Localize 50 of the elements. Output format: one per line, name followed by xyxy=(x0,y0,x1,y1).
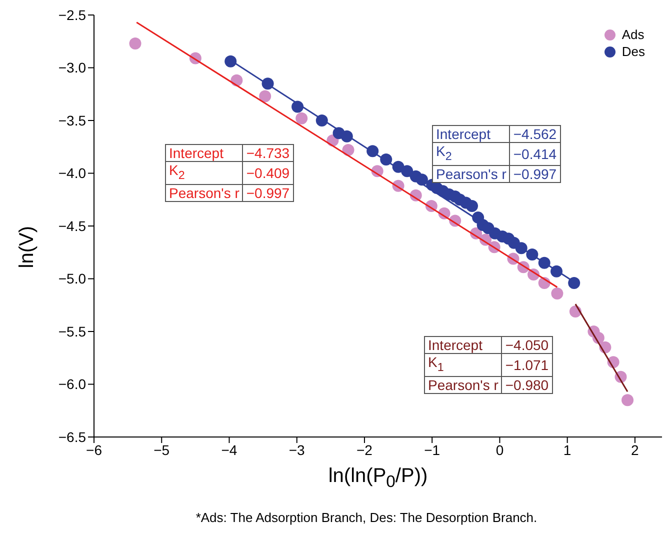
y-tick-label: −5.0 xyxy=(58,270,86,287)
annotation: −4.050 xyxy=(502,336,552,354)
x-tick-label: 2 xyxy=(631,442,640,458)
annotation: Intercept xyxy=(424,336,502,354)
x-tick-label: −6 xyxy=(86,442,102,458)
y-tick-label: −4.5 xyxy=(58,218,86,234)
point xyxy=(129,37,142,50)
point xyxy=(342,144,354,156)
annotation: −4.562 xyxy=(510,126,560,142)
point xyxy=(551,288,564,300)
point xyxy=(296,112,308,124)
y-tick-label: −6.5 xyxy=(58,428,86,445)
y-tick-label: −4.0 xyxy=(58,165,86,182)
x-tick-label: 0 xyxy=(496,442,504,458)
legend-label: Des xyxy=(622,44,645,59)
annotation: Pearson's r xyxy=(432,165,510,182)
y-axis-title: ln(V) xyxy=(16,226,38,268)
x-tick-label: −1 xyxy=(424,442,440,458)
x-tick-label: 1 xyxy=(563,442,572,458)
x-axis-title: ln(ln(P$_{0}$/P)) xyxy=(327,465,429,492)
annotation: −0.997 xyxy=(242,184,294,202)
point xyxy=(259,90,272,102)
x-tick-label: −5 xyxy=(154,442,170,458)
point xyxy=(568,276,580,289)
annotation: K$_{2}$ xyxy=(166,162,243,184)
annotation: K$_{1}$ xyxy=(424,354,502,376)
annotation: −0.997 xyxy=(510,165,560,182)
x-tick-label: −4 xyxy=(221,442,238,458)
y-tick-label: −2.5 xyxy=(58,6,86,23)
x-tick-label: −3 xyxy=(288,442,306,458)
annotation: −1.071 xyxy=(502,354,552,376)
annotation: Intercept xyxy=(432,126,510,142)
point xyxy=(622,394,634,406)
legend-label: Ads xyxy=(622,27,644,42)
annotation: −0.409 xyxy=(242,162,294,184)
y-tick-label: −5.5 xyxy=(58,323,86,340)
annotation: Pearson's r xyxy=(424,376,502,394)
point xyxy=(466,200,478,212)
annotation: −4.733 xyxy=(242,144,294,162)
x-tick-label: −2 xyxy=(356,442,373,458)
annotation: Intercept xyxy=(166,144,243,162)
annotation: K$_{2}$ xyxy=(432,142,510,166)
annotation: Pearson's r xyxy=(166,184,243,202)
text: *Ads: The Adsorption Branch, Des: The Desorption Branch. xyxy=(194,510,538,525)
y-tick-label: −3.0 xyxy=(58,60,86,76)
y-tick-label: −3.5 xyxy=(58,112,86,128)
y-tick-label: −6.0 xyxy=(58,376,86,392)
annotation: −0.980 xyxy=(502,376,552,394)
point xyxy=(224,55,237,68)
annotation: −0.414 xyxy=(510,142,560,166)
